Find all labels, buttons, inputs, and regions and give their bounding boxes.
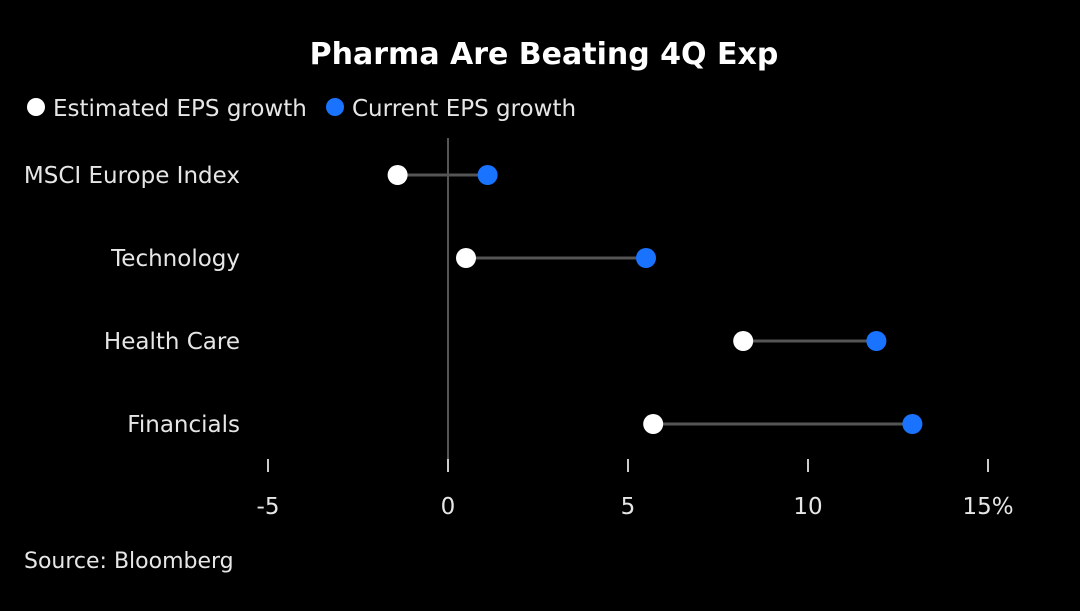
x-tick-label: 5 xyxy=(621,494,636,520)
estimated-eps-point xyxy=(456,248,476,268)
category-label: Financials xyxy=(127,412,240,438)
legend-marker-current xyxy=(326,98,344,116)
legend-label-estimated: Estimated EPS growth xyxy=(53,96,307,122)
estimated-eps-point xyxy=(643,414,664,434)
category-label: Technology xyxy=(110,246,240,272)
x-tick-label: -5 xyxy=(257,494,280,520)
chart-title: Pharma Are Beating 4Q Exp xyxy=(310,37,779,72)
category-label: Health Care xyxy=(104,329,240,355)
current-eps-point xyxy=(902,414,923,434)
current-eps-point xyxy=(477,165,498,185)
x-tick-label: 15% xyxy=(962,494,1013,520)
source-note: Source: Bloomberg xyxy=(24,549,234,574)
category-label: MSCI Europe Index xyxy=(24,163,240,189)
legend-label-current: Current EPS growth xyxy=(352,96,576,122)
x-axis: -5 0 5 10 15% xyxy=(257,459,1014,520)
x-tick-label: 0 xyxy=(441,494,456,520)
estimated-eps-point xyxy=(733,331,754,351)
estimated-eps-point xyxy=(387,165,408,185)
legend-marker-estimated xyxy=(27,98,45,116)
current-eps-point xyxy=(866,331,887,351)
current-eps-point xyxy=(636,248,656,268)
x-tick-label: 10 xyxy=(793,494,822,520)
plot-area: MSCI Europe Index Technology Health Care Fi… xyxy=(24,163,923,438)
legend: Estimated EPS growth Current EPS growth xyxy=(27,96,576,122)
